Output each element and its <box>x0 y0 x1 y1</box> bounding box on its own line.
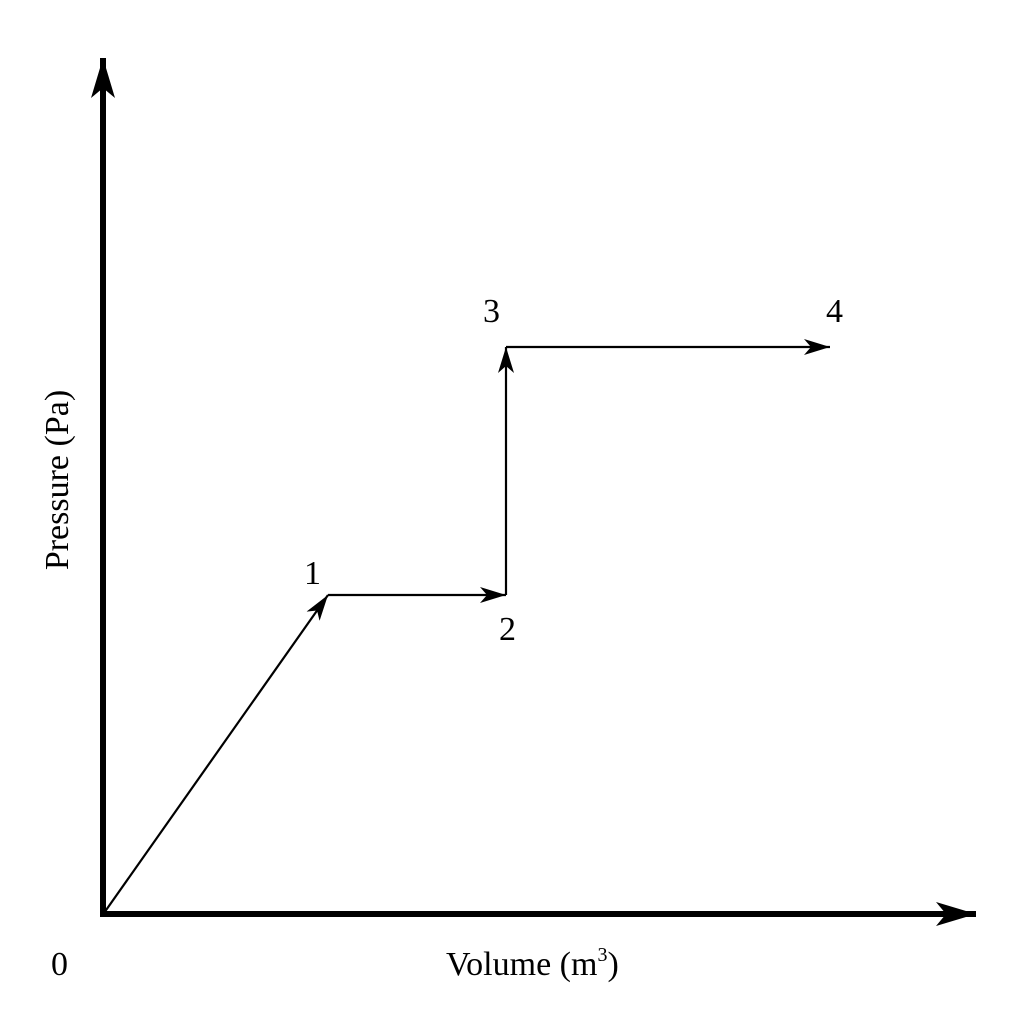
y-axis-label: Pressure (Pa) <box>39 390 76 570</box>
x-axis-label-close: ) <box>607 946 618 983</box>
state-label-3: 3 <box>483 293 500 330</box>
origin-label: 0 <box>51 946 68 983</box>
state-label-2: 2 <box>499 611 516 648</box>
state-label-4: 4 <box>826 293 843 330</box>
x-axis-label-exponent: 3 <box>597 944 607 966</box>
x-axis-label: Volume (m3) <box>446 944 619 983</box>
process-0-to-1 <box>103 594 329 914</box>
state-label-1: 1 <box>304 555 321 592</box>
x-axis-label-text: Volume (m <box>446 946 597 983</box>
